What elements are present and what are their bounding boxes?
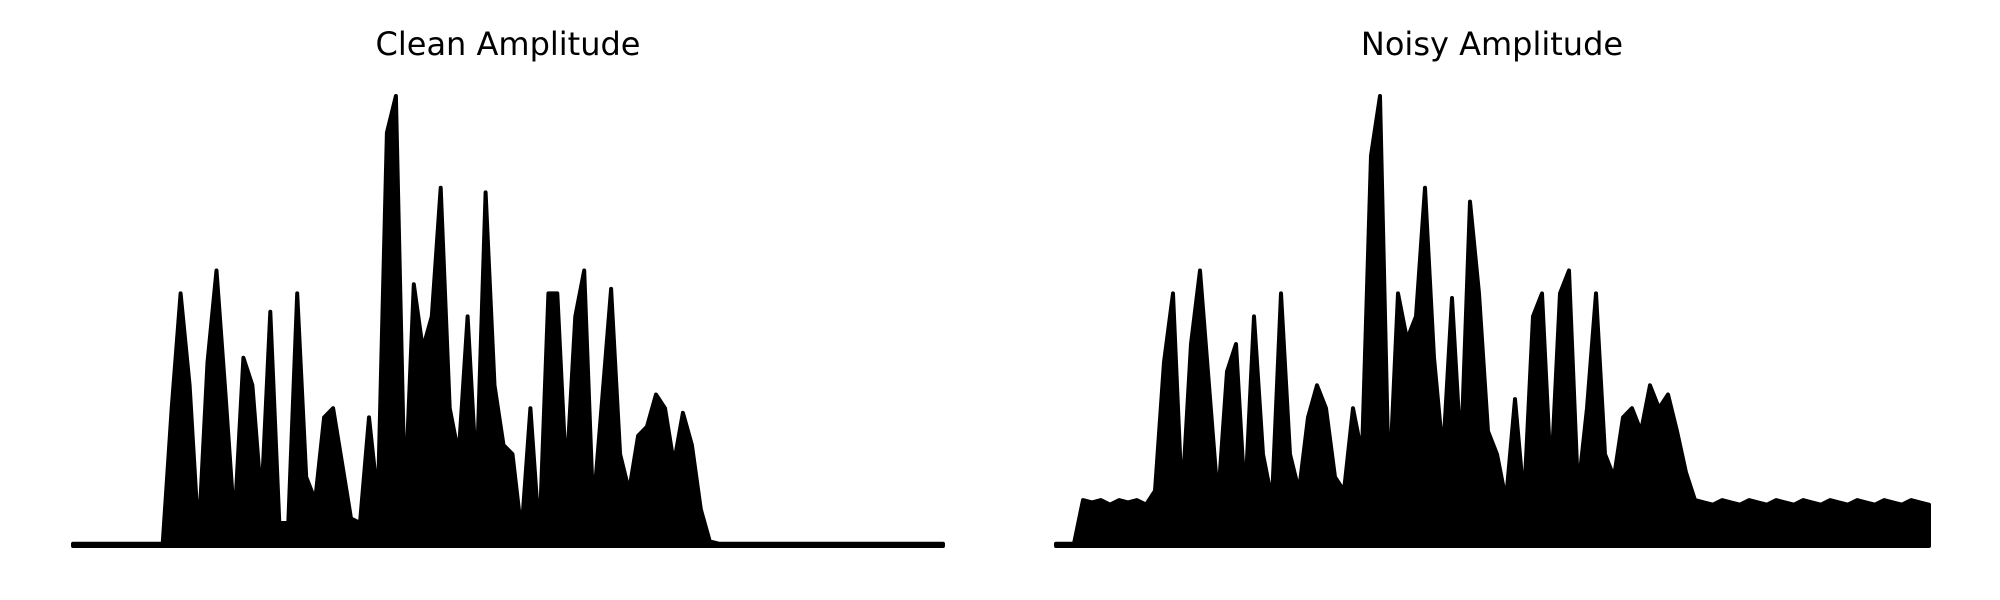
amplitude-area — [1054, 94, 1931, 548]
amplitude-area — [71, 94, 945, 548]
chart-title: Clean Amplitude — [376, 25, 641, 63]
chart-title: Noisy Amplitude — [1361, 25, 1623, 63]
